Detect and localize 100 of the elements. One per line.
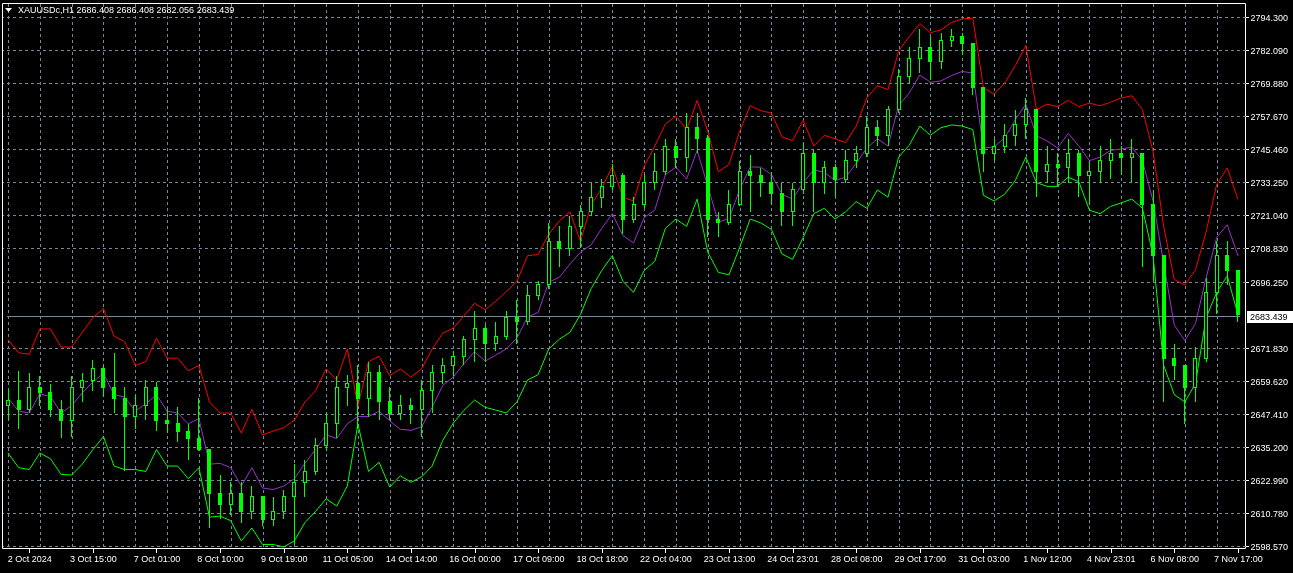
candlestick [917, 28, 922, 74]
candlestick [1087, 160, 1092, 205]
x-tick-label: 9 Oct 19:00 [260, 553, 308, 564]
y-tick-label: 2598.570 [1250, 541, 1289, 552]
x-tick-label: 2 Oct 2024 [7, 553, 52, 564]
candlestick [6, 388, 11, 421]
candlestick [419, 379, 424, 438]
candlestick [726, 189, 731, 226]
candlestick [854, 145, 859, 169]
y-tick-label: 2757.670 [1250, 111, 1289, 122]
candlestick [175, 406, 180, 443]
candlestick [112, 352, 117, 414]
candlestick [928, 36, 933, 81]
candlestick [578, 204, 583, 249]
ref-line-label: 2683.439 [1250, 311, 1288, 322]
candlestick [1119, 145, 1124, 176]
y-tick-label: 2659.620 [1250, 376, 1289, 387]
line-series [7, 70, 1239, 491]
candlestick [345, 374, 350, 407]
candlestick [196, 397, 201, 452]
y-tick-label: 2622.990 [1250, 475, 1289, 486]
candlestick [833, 163, 838, 198]
candlestick [165, 408, 170, 434]
x-tick-label: 11 Oct 05:00 [322, 553, 374, 564]
candlestick [249, 485, 254, 520]
candlestick [939, 32, 944, 70]
y-tick-label: 2610.780 [1250, 508, 1289, 519]
x-tick-label: 3 Oct 15:00 [70, 553, 117, 564]
candlestick [1013, 109, 1018, 147]
y-tick-label: 2769.880 [1250, 78, 1289, 89]
x-tick-label: 6 Nov 08:00 [1150, 553, 1200, 564]
candlestick [790, 182, 795, 227]
candlestick [59, 399, 64, 439]
candlestick [271, 496, 276, 527]
x-tick-label: 24 Oct 23:01 [767, 553, 819, 564]
candlestick [822, 160, 827, 195]
candlestick [228, 481, 233, 516]
y-tick-label: 2708.830 [1250, 243, 1289, 254]
candlestick [514, 299, 519, 345]
candlestick [960, 32, 965, 56]
candlestick [122, 386, 127, 472]
candlestick [430, 364, 435, 414]
candlestick [260, 496, 265, 527]
candlestick [758, 167, 763, 198]
x-tick-label: 4 Nov 23:01 [1086, 553, 1136, 564]
x-tick-label: 7 Nov 17:00 [1214, 553, 1263, 564]
x-tick-label: 14 Oct 14:00 [385, 553, 438, 564]
candlestick [992, 138, 997, 162]
candlestick [748, 154, 753, 213]
candlestick [143, 379, 148, 421]
candlestick [589, 182, 594, 217]
candlestick [90, 359, 95, 392]
x-tick-label: 1 Nov 12:00 [1023, 553, 1072, 564]
candlestick [1066, 138, 1071, 184]
candlestick [133, 394, 138, 430]
candlestick [695, 112, 700, 154]
y-tick-label: 2745.460 [1250, 144, 1289, 155]
candlestick [472, 310, 477, 363]
candlestick [483, 324, 488, 363]
candlestick [27, 372, 32, 414]
x-tick-label: 18 Oct 18:00 [576, 553, 629, 564]
y-tick-label: 2696.250 [1250, 277, 1289, 288]
candlestick [843, 149, 848, 184]
candlestick [907, 46, 912, 85]
candlestick [949, 28, 954, 48]
candlestick [1108, 138, 1113, 180]
candlestick [440, 357, 445, 385]
candlestick [493, 321, 498, 352]
candlestick [642, 174, 647, 209]
x-tick-label: 8 Oct 10:00 [197, 553, 244, 564]
candlestick [16, 370, 21, 430]
candlestick [769, 171, 774, 205]
candlestick [1225, 240, 1230, 286]
candlestick [1129, 138, 1134, 184]
candlestick [324, 412, 329, 451]
candlestick [408, 397, 413, 425]
candlestick [239, 481, 244, 524]
candlestick [387, 386, 392, 421]
y-tick-label: 2635.200 [1250, 442, 1289, 453]
candlestick [716, 211, 721, 238]
y-tick-label: 2782.090 [1250, 45, 1289, 56]
candlestick [780, 182, 784, 227]
candlestick [1172, 343, 1177, 381]
candlestick [504, 310, 509, 341]
y-tick-label: 2721.040 [1250, 210, 1289, 221]
candlestick [355, 364, 360, 430]
candlestick [652, 152, 657, 191]
candlestick [398, 394, 403, 421]
candlestick [302, 459, 307, 498]
x-tick-label: 22 Oct 04:00 [640, 553, 692, 564]
candlestick [461, 335, 466, 366]
candlestick [292, 463, 297, 545]
candlestick [673, 138, 678, 169]
x-tick-label: 23 Oct 13:00 [703, 553, 756, 564]
candlestick [218, 474, 223, 520]
candlestick [1098, 145, 1103, 184]
x-tick-label: 16 Oct 00:00 [449, 553, 501, 564]
candlestick [1182, 364, 1187, 425]
candlestick [80, 372, 85, 403]
chart-title: XAUUSDc,H1 2686.408 2686.408 2682.056 2683.439 [18, 5, 235, 15]
